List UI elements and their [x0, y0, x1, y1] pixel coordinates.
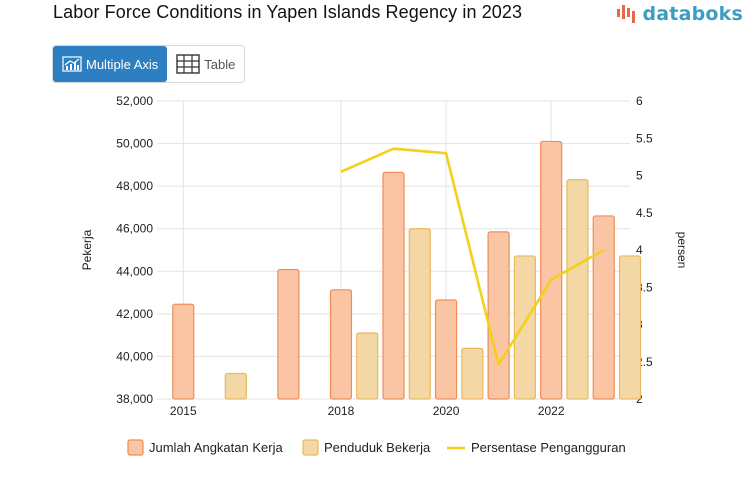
legend-penduduk-bekerja-label: Penduduk Bekerja	[324, 440, 431, 455]
bar-penduduk-bekerja	[513, 255, 536, 400]
tab-multiple-axis[interactable]: Multiple Axis	[53, 46, 168, 82]
y-tick-label-left: 42,000	[116, 307, 153, 321]
bar-penduduk-bekerja	[461, 347, 484, 400]
y-tick-label-right: 4	[636, 243, 643, 257]
bar-penduduk-bekerja	[224, 372, 247, 400]
databoks-logo: databoks	[615, 3, 743, 25]
bar-jumlah-angkatan-kerja	[434, 299, 458, 400]
legend-jumlah-angkatan-kerja-swatch	[127, 439, 144, 456]
bar-penduduk-bekerja	[408, 228, 431, 400]
bar-jumlah-angkatan-kerja	[172, 303, 195, 400]
y-axis-title-right: persen	[675, 232, 689, 269]
y-tick-label-right: 4.5	[636, 206, 653, 220]
y-axis-title-left: Pekerja	[80, 229, 94, 270]
y-tick-label-left: 52,000	[116, 94, 153, 108]
table-grid-icon	[176, 54, 200, 74]
legend-jumlah-angkatan-kerja-label: Jumlah Angkatan Kerja	[149, 440, 283, 455]
legend-persentase-pengangguran-label: Persentase Pengangguran	[471, 440, 626, 455]
bar-penduduk-bekerja	[566, 179, 589, 400]
tab-table[interactable]: Table	[167, 46, 244, 82]
y-tick-label-left: 38,000	[116, 392, 153, 406]
y-tick-label-left: 50,000	[116, 137, 153, 151]
x-tick-label: 2018	[328, 404, 355, 418]
legend-penduduk-bekerja-swatch	[302, 439, 319, 456]
tab-multiple-axis-label: Multiple Axis	[86, 56, 159, 72]
y-tick-label-right: 5	[636, 169, 643, 183]
tab-table-label: Table	[204, 56, 236, 72]
y-tick-label-right: 6	[636, 94, 643, 108]
bar-jumlah-angkatan-kerja	[382, 171, 405, 400]
line-chart-icon	[62, 56, 82, 72]
y-tick-label-left: 40,000	[116, 349, 153, 363]
y-tick-label-left: 46,000	[116, 222, 153, 236]
databoks-mark-icon	[617, 5, 636, 23]
brand-name: databoks	[642, 3, 743, 25]
y-tick-label-left: 44,000	[116, 264, 153, 278]
x-tick-label: 2020	[433, 404, 460, 418]
x-tick-label: 2022	[538, 404, 565, 418]
chart-title: Labor Force Conditions in Yapen Islands …	[53, 2, 523, 22]
bar-jumlah-angkatan-kerja	[540, 140, 563, 400]
bar-jumlah-angkatan-kerja	[487, 231, 510, 400]
bar-penduduk-bekerja	[356, 332, 379, 400]
bar-penduduk-bekerja	[618, 255, 642, 400]
y-tick-label-left: 48,000	[116, 179, 153, 193]
bar-jumlah-angkatan-kerja	[277, 268, 300, 400]
line-persentase-pengangguran	[340, 147, 605, 367]
x-tick-label: 2015	[170, 404, 197, 418]
y-tick-label-right: 5.5	[636, 131, 653, 145]
bar-jumlah-angkatan-kerja	[329, 289, 353, 400]
bar-jumlah-angkatan-kerja	[592, 215, 615, 400]
view-tabs: Multiple Axis Table	[52, 45, 246, 83]
